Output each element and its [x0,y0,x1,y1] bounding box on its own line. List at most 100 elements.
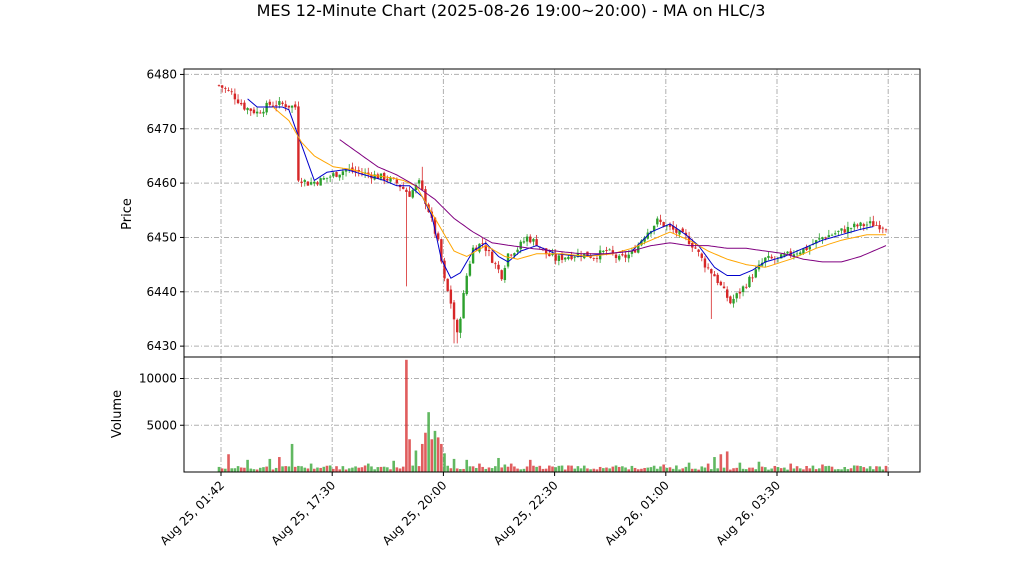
volume-bar [881,469,885,472]
volume-bar [506,466,510,472]
x-tick-label: Aug 26, 01:00 [602,478,672,548]
volume-bar [764,467,767,472]
volume-bar [414,450,418,472]
volume-bar [567,465,570,472]
volume-bar [239,467,243,472]
candle-body [675,228,678,233]
volume-bar [748,467,751,472]
candle-body [554,254,557,261]
volume-bar [351,467,354,472]
volume-bar [455,468,459,472]
candle-body [710,269,713,274]
candle-body [678,230,681,235]
volume-bar [595,469,599,472]
candle-body [252,109,256,114]
candle-body [462,293,465,319]
candle-body [567,256,570,259]
candle-body [240,102,243,105]
volume-bar [405,359,408,472]
candle-body [605,249,608,251]
candle-body [255,111,259,114]
volume-bar [849,468,853,472]
candle-body [846,226,850,233]
candle-body [868,221,872,224]
candle-body [503,267,507,280]
candle-body [624,254,627,258]
candle-body [459,318,462,333]
volume-bar [541,468,545,472]
volume-bar [433,430,437,472]
candle-body [802,248,805,254]
volume-bar [843,467,847,472]
candle-body [856,224,859,227]
candle-body [354,170,357,172]
candle-body [665,225,669,227]
candle-body [290,105,294,108]
volume-bar [824,466,827,472]
volume-bar [332,468,335,472]
volume-bar [500,467,503,472]
volume-bar [710,469,713,472]
volume-bar [370,466,373,472]
volume-bar [462,468,465,472]
candle-body [535,239,538,246]
volume-bar [548,465,551,472]
volume-bar [278,457,281,472]
candle-body [335,172,338,177]
volume-bar [773,465,777,472]
volume-bar [262,467,265,472]
volume-bar [837,469,840,472]
candle-body [595,258,599,259]
volume-tick-label: 5000 [146,418,177,432]
candle-body [274,105,278,107]
volume-bar [281,466,284,472]
volume-bar [306,468,310,472]
volume-bar [741,468,745,472]
candle-body [411,190,414,198]
volume-bar [722,467,726,472]
volume-bar [538,465,542,472]
volume-bar [665,467,669,472]
candle-body [735,293,738,299]
volume-bar [532,465,535,472]
price-tick-label: 6460 [146,176,177,190]
candle-body [795,253,799,255]
volume-bar [732,468,735,472]
candle-body [853,223,856,228]
candle-body [265,102,268,113]
volume-bar [751,467,754,472]
candle-body [637,244,640,253]
candle-body [837,230,840,232]
volume-bar [884,465,888,472]
candle-body [564,257,567,260]
volume-bar [440,443,443,472]
candle-body [652,225,656,232]
volume-bar [497,457,500,472]
volume-bar [468,466,472,472]
volume-bar [290,443,294,472]
volume-bar [509,463,513,472]
candle-body [872,221,875,227]
volume-bar [678,469,681,472]
volume-bar [379,466,383,472]
candle-body [821,237,824,240]
candle-body [548,253,551,257]
volume-bar [602,468,605,472]
candle-body [745,286,748,288]
candle-body [681,228,684,233]
volume-bar [430,439,434,472]
candle-body [671,225,675,230]
candle-body [589,256,592,258]
candle-body [297,106,300,181]
volume-bar [357,467,361,472]
candle-body [764,257,767,263]
volume-bar [471,466,475,472]
volume-bar [563,469,567,472]
candle-body [471,247,475,264]
volume-bar [684,466,688,472]
candle-body [230,91,233,93]
candle-body [500,270,503,280]
candle-body [818,238,821,240]
candle-body [456,319,459,333]
candle-body [684,232,688,236]
